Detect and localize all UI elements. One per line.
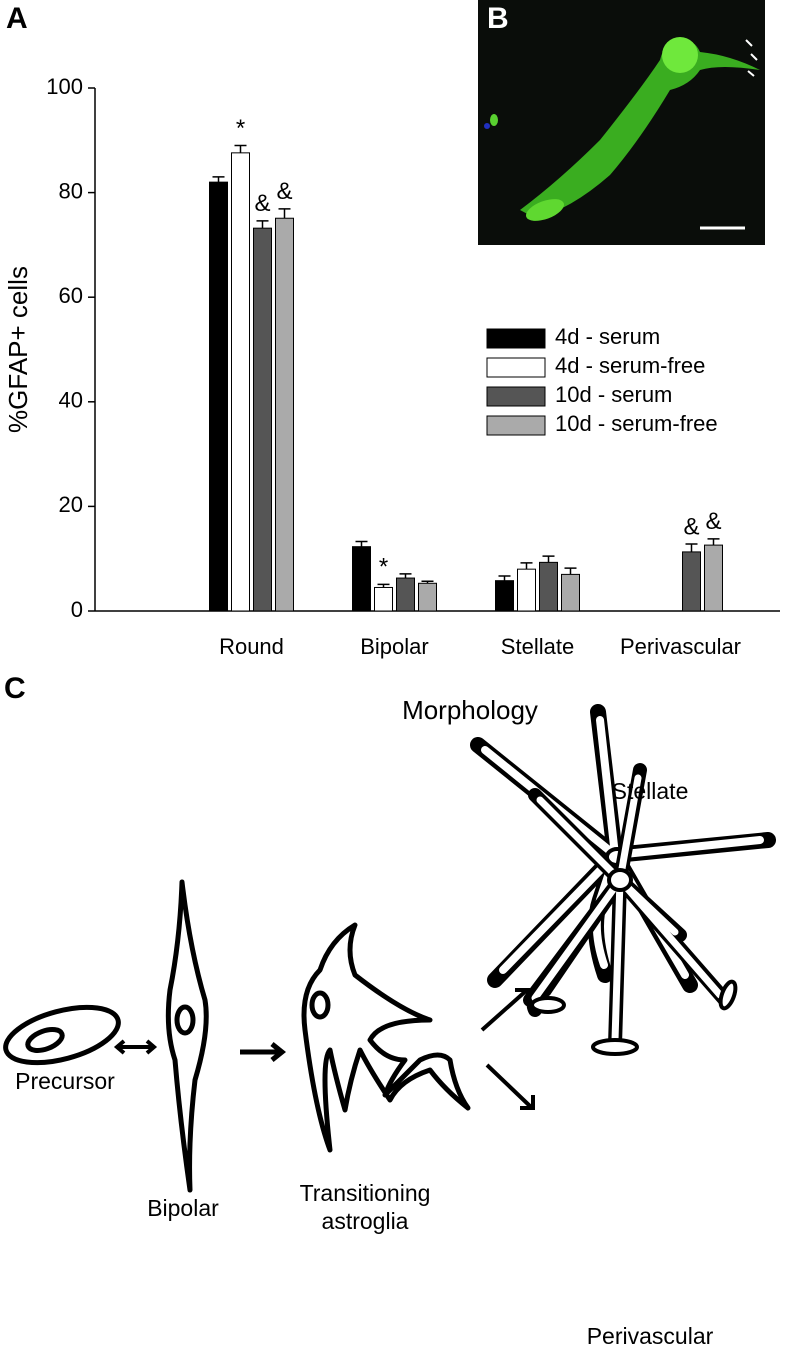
error-bar [377,583,390,588]
diagram-label: Precursor [15,1068,115,1094]
error-bar [685,543,698,552]
bar [517,568,536,612]
bar [704,544,723,612]
error-bar [278,208,291,219]
diagram-label: Perivascular [587,1323,714,1349]
legend-label: 4d - serum [555,324,660,349]
diagram-label: astroglia [322,1208,409,1234]
y-axis-label: %GFAP+ cells [3,266,33,433]
significance-marker: * [379,554,388,581]
error-bar [498,575,511,581]
y-tick-label: 80 [59,178,83,203]
error-bar [256,220,269,229]
legend-swatch [486,328,546,349]
error-bar [355,540,368,547]
significance-marker: * [236,115,245,142]
y-tick-label: 0 [71,597,83,622]
bar [396,577,415,612]
panel-label: A [6,2,28,35]
error-bar [399,573,412,579]
panel-label: C [4,672,26,705]
diagram-label: Bipolar [147,1195,219,1221]
significance-marker: & [254,190,270,217]
bar [253,227,272,612]
error-bar [212,176,225,183]
y-tick-label: 40 [59,388,83,413]
y-tick-label: 60 [59,283,83,308]
error-bar [234,144,247,153]
diagram-label: Transitioning [300,1180,431,1206]
significance-marker: & [705,508,721,535]
bar [352,546,371,612]
x-tick-label: Perivascular [620,634,741,659]
significance-marker: & [276,178,292,205]
error-bar [421,580,434,584]
bar [418,582,437,612]
legend-label: 10d - serum-free [555,411,718,436]
bar [561,573,580,612]
cell-diagram [3,704,776,1193]
error-bar [542,555,555,563]
y-tick-label: 20 [59,492,83,517]
bar [374,586,393,612]
x-tick-label: Round [219,634,284,659]
error-bar [520,562,533,570]
legend-swatch [486,415,546,436]
diagram-label: Stellate [612,778,689,804]
bar [539,561,558,612]
legend-label: 10d - serum [555,382,672,407]
error-bar [564,567,577,575]
bar [495,580,514,612]
bar [209,181,228,612]
error-bar [707,538,720,546]
bar [275,217,294,612]
x-tick-label: Bipolar [360,634,428,659]
micrograph: B [478,0,765,245]
x-tick-label: Stellate [501,634,574,659]
legend-swatch [486,357,546,378]
legend-label: 4d - serum-free [555,353,705,378]
y-tick-label: 100 [46,74,83,99]
panel-label: B [487,2,509,35]
significance-marker: & [683,513,699,540]
bar [231,152,250,612]
x-axis-label: Morphology [402,695,538,725]
legend-swatch [486,386,546,407]
bar [682,551,701,612]
